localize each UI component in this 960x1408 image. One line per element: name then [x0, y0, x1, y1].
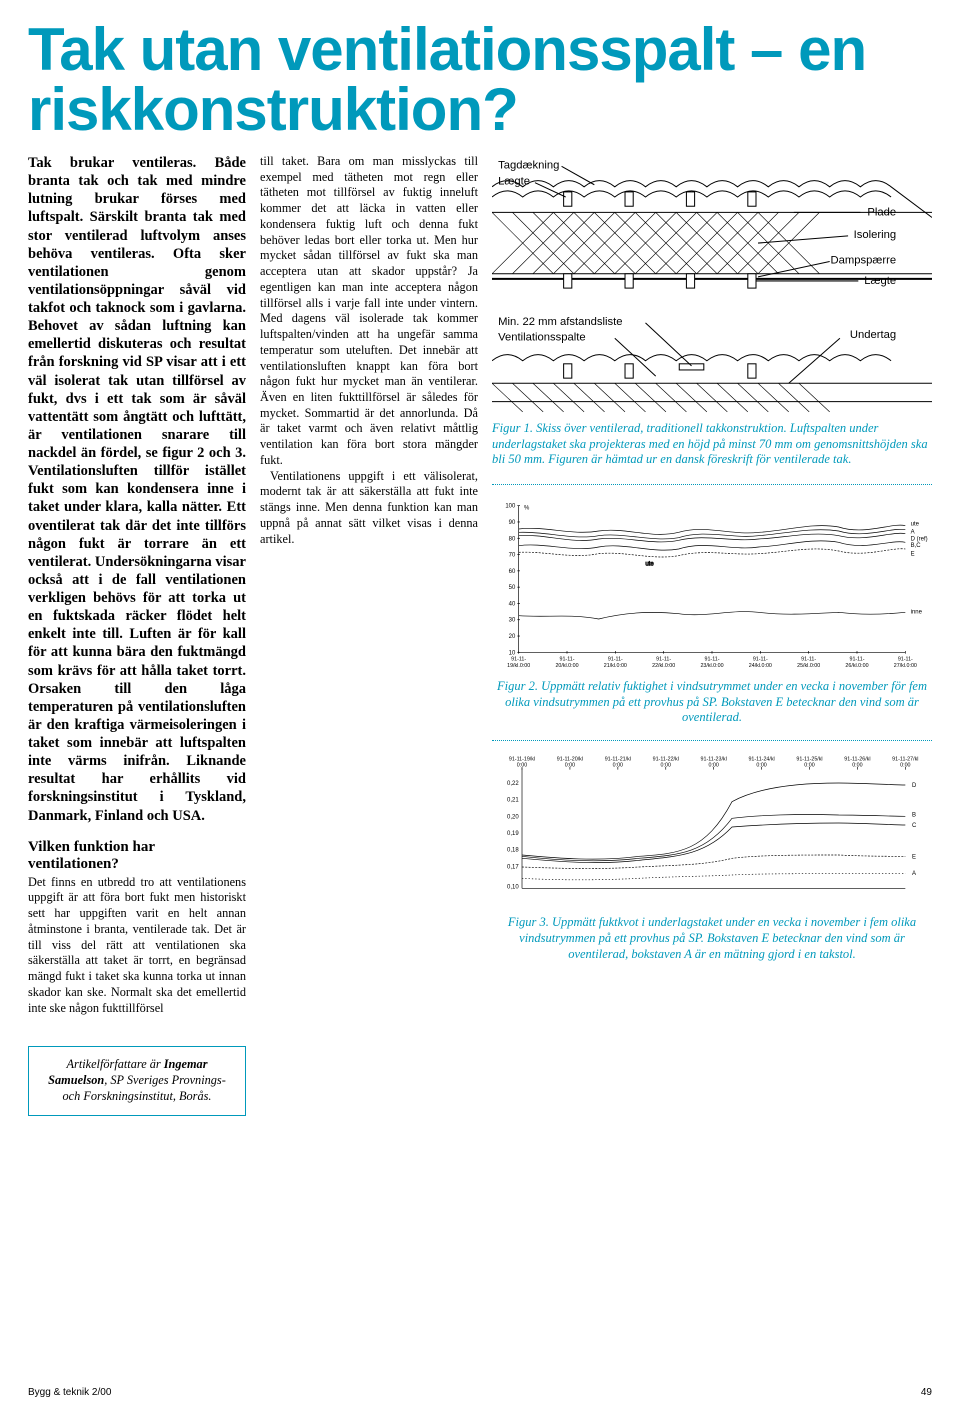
- figure-3: 0,22 0,21 0,20 0,19 0,18 0,17 0,10 91-11…: [492, 755, 932, 962]
- column-right: Tagdækning Lægte Plade Isolering Dampspæ…: [492, 154, 932, 1116]
- svg-text:ute: ute: [911, 522, 920, 528]
- svg-text:80: 80: [509, 536, 516, 542]
- svg-text:D: D: [912, 783, 917, 789]
- svg-text:0,21: 0,21: [507, 798, 519, 804]
- svg-text:E: E: [912, 854, 916, 860]
- svg-text:B,C: B,C: [911, 543, 922, 549]
- svg-text:30: 30: [509, 618, 516, 624]
- figure-3-svg: 0,22 0,21 0,20 0,19 0,18 0,17 0,10 91-11…: [492, 755, 932, 908]
- figure-3-caption: Figur 3. Uppmätt fuktkvot i underlagstak…: [492, 915, 932, 962]
- svg-text:inne: inne: [911, 610, 923, 616]
- divider-1: [492, 484, 932, 485]
- svg-text:27/kl.0:00: 27/kl.0:00: [894, 663, 917, 669]
- figure-1-svg: Tagdækning Lægte Plade Isolering Dampspæ…: [492, 154, 932, 414]
- main-content-grid: Tak brukar ventileras. Både branta tak o…: [28, 154, 932, 1116]
- svg-text:20: 20: [509, 634, 516, 640]
- lead-paragraph: Tak brukar ventileras. Både branta tak o…: [28, 154, 246, 825]
- svg-text:91-11-: 91-11-: [559, 656, 574, 662]
- svg-text:21/kl.0:00: 21/kl.0:00: [604, 663, 627, 669]
- svg-text:60: 60: [509, 569, 516, 575]
- svg-text:91-11-22/kl: 91-11-22/kl: [653, 756, 679, 762]
- svg-text:0,19: 0,19: [507, 831, 519, 837]
- svg-text:0,20: 0,20: [507, 814, 519, 820]
- fig1-label-damp: Dampspærre: [831, 255, 897, 267]
- svg-text:0,10: 0,10: [507, 884, 519, 890]
- body-function: Det finns en utbredd tro att ventilation…: [28, 875, 246, 1017]
- svg-text:91-11-26/kl: 91-11-26/kl: [844, 756, 870, 762]
- svg-text:91-11-23/kl: 91-11-23/kl: [701, 756, 727, 762]
- svg-text:91-11-: 91-11-: [898, 656, 913, 662]
- svg-text:91-11-: 91-11-: [801, 656, 816, 662]
- divider-2: [492, 740, 932, 741]
- column-left: Tak brukar ventileras. Både branta tak o…: [28, 154, 246, 1116]
- fig1-label-tagdaekning: Tagdækning: [498, 159, 559, 171]
- subhead-function: Vilken funktion har ventilationen?: [28, 839, 246, 873]
- article-headline: Tak utan ventilationsspalt – en riskkons…: [28, 20, 932, 140]
- fig2-y-label: %: [524, 506, 530, 512]
- svg-text:40: 40: [509, 601, 516, 607]
- svg-text:10: 10: [509, 650, 516, 656]
- fig1-label-isolering: Isolering: [854, 229, 897, 241]
- svg-text:26/kl.0:00: 26/kl.0:00: [845, 663, 868, 669]
- svg-text:D (ref): D (ref): [911, 536, 928, 542]
- fig1-label-ventspalte: Ventilationsspalte: [498, 331, 586, 343]
- figure-1-caption: Figur 1. Skiss över ventilerad, traditio…: [492, 421, 932, 468]
- svg-text:91-11-: 91-11-: [656, 656, 671, 662]
- fig1-label-plade: Plade: [867, 206, 896, 218]
- svg-text:91-11-: 91-11-: [753, 656, 768, 662]
- svg-text:19/kl.0:00: 19/kl.0:00: [507, 663, 530, 669]
- svg-text:23/kl.0:00: 23/kl.0:00: [700, 663, 723, 669]
- svg-text:91-11-24/kl: 91-11-24/kl: [748, 756, 774, 762]
- svg-text:0,18: 0,18: [507, 848, 519, 854]
- svg-text:91-11-20/kl: 91-11-20/kl: [557, 756, 583, 762]
- svg-text:91-11-21/kl: 91-11-21/kl: [605, 756, 631, 762]
- fig1-label-laegte-bot: Lægte: [864, 275, 896, 287]
- svg-text:24/kl.0:00: 24/kl.0:00: [749, 663, 772, 669]
- svg-text:91-11-27/kl: 91-11-27/kl: [892, 756, 918, 762]
- figure-2: 10203040506070809010091-11-19/kl.0:0091-…: [492, 499, 932, 726]
- author-box: Artikelförfattare är Ingemar Samuelson, …: [28, 1046, 246, 1116]
- svg-text:91-11-: 91-11-: [704, 656, 719, 662]
- svg-text:90: 90: [509, 520, 516, 526]
- fig1-label-laegte-top: Lægte: [498, 176, 530, 188]
- figure-2-caption: Figur 2. Uppmätt relativ fuktighet i vin…: [492, 679, 932, 726]
- body-col2-p1: till taket. Bara om man misslyckas till …: [260, 154, 478, 469]
- column-middle: till taket. Bara om man misslyckas till …: [260, 154, 478, 1116]
- svg-text:B: B: [912, 812, 916, 818]
- svg-text:91-11-: 91-11-: [849, 656, 864, 662]
- svg-text:E: E: [911, 552, 915, 558]
- page-footer: Bygg & teknik 2/00 49: [28, 1387, 932, 1398]
- svg-text:A: A: [911, 530, 915, 536]
- svg-text:91-11-25/kl: 91-11-25/kl: [796, 756, 822, 762]
- svg-text:C: C: [912, 823, 917, 829]
- svg-text:50: 50: [509, 585, 516, 591]
- svg-text:20/kl.0:00: 20/kl.0:00: [555, 663, 578, 669]
- svg-text:91-11-: 91-11-: [511, 656, 526, 662]
- figure-1: Tagdækning Lægte Plade Isolering Dampspæ…: [492, 154, 932, 468]
- svg-text:ute: ute: [645, 562, 654, 568]
- author-prefix: Artikelförfattare är: [67, 1057, 164, 1071]
- svg-text:70: 70: [509, 552, 516, 558]
- svg-text:0,17: 0,17: [507, 864, 519, 870]
- body-col2-p2: Ventilationens uppgift i ett välisolerat…: [260, 469, 478, 548]
- svg-text:91-11-19/kl: 91-11-19/kl: [509, 756, 535, 762]
- svg-text:25/kl.0:00: 25/kl.0:00: [797, 663, 820, 669]
- footer-publication: Bygg & teknik 2/00: [28, 1387, 111, 1398]
- svg-text:A: A: [912, 871, 916, 877]
- svg-text:100: 100: [505, 504, 516, 510]
- svg-text:22/kl.0:00: 22/kl.0:00: [652, 663, 675, 669]
- svg-text:91-11-: 91-11-: [608, 656, 623, 662]
- svg-text:0,22: 0,22: [507, 781, 519, 787]
- fig1-label-afstand: Min. 22 mm afstandsliste: [498, 316, 622, 328]
- figure-2-svg: 10203040506070809010091-11-19/kl.0:0091-…: [492, 499, 932, 672]
- fig1-label-undertag: Undertag: [850, 329, 896, 341]
- footer-page-number: 49: [921, 1387, 932, 1398]
